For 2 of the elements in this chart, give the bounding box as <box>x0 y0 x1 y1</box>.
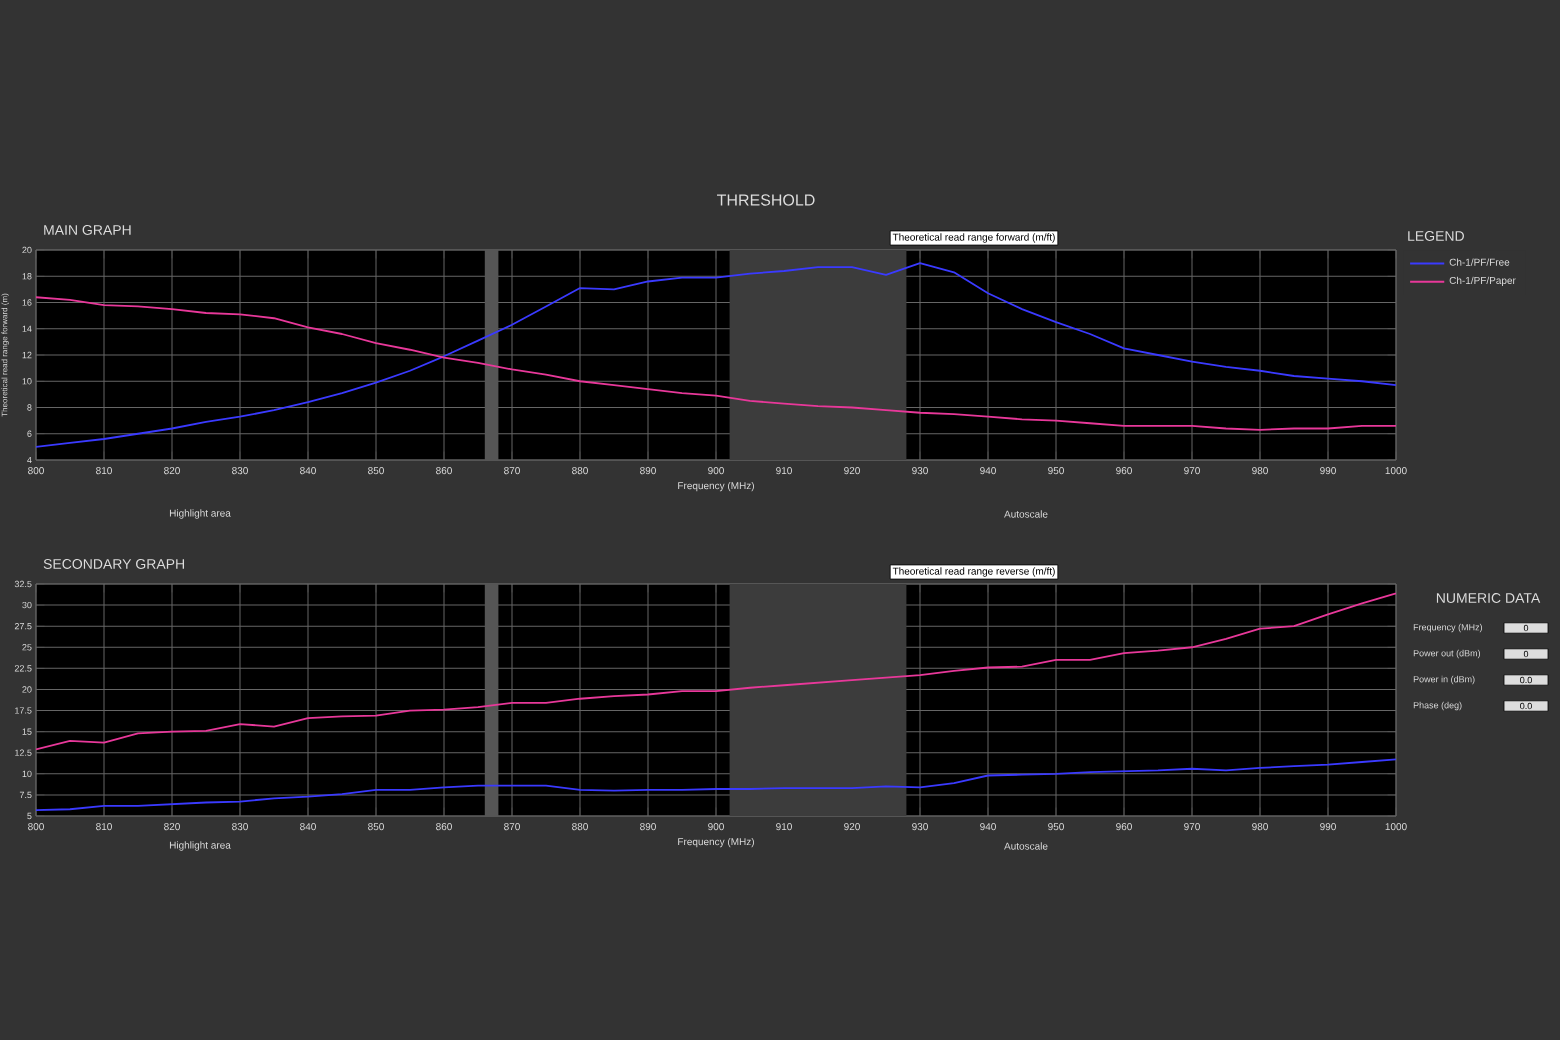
line-series <box>36 262 1397 448</box>
text: THRESHOLD <box>717 194 815 206</box>
